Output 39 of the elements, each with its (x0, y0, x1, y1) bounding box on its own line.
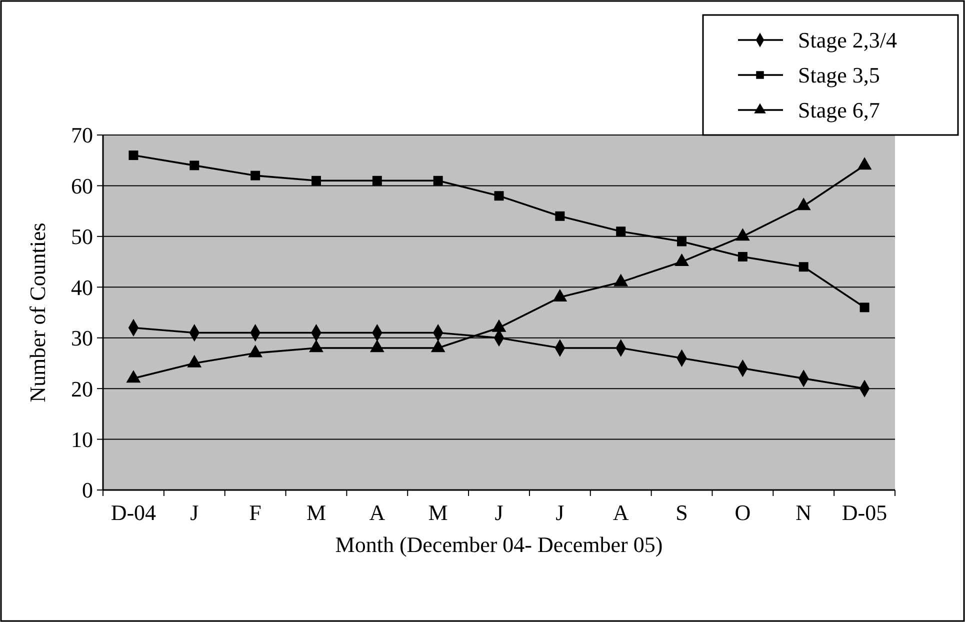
legend-label: Stage 6,7 (798, 98, 880, 123)
x-tick-label: J (190, 500, 200, 525)
x-tick-label: A (612, 500, 629, 525)
x-tick-label: D-05 (842, 500, 888, 525)
point (433, 176, 443, 186)
y-tick-label: 60 (71, 173, 93, 198)
point (128, 150, 138, 160)
y-tick-label: 70 (71, 122, 93, 148)
x-tick-label: M (428, 500, 448, 525)
x-tick-label: S (676, 500, 688, 525)
y-tick-label: 50 (71, 224, 93, 250)
y-tick-label: 20 (71, 376, 93, 402)
point (494, 191, 504, 201)
legend-label: Stage 3,5 (798, 62, 880, 88)
y-tick-label: 10 (71, 426, 93, 452)
y-axis-title: Number of Counties (25, 222, 50, 402)
x-tick-label: N (796, 500, 812, 525)
x-axis-title: Month (December 04- December 05) (335, 532, 663, 557)
point (250, 170, 260, 180)
point (860, 302, 870, 312)
x-tick-label: M (306, 500, 326, 525)
x-tick-label: D-04 (110, 500, 156, 525)
point (372, 176, 382, 186)
x-tick-label: J (556, 500, 565, 525)
legend-label: Stage 2,3/4 (798, 28, 897, 53)
x-tick-label: A (369, 500, 386, 525)
point (798, 262, 808, 272)
point (738, 252, 748, 262)
x-tick-label: F (249, 500, 262, 525)
point (555, 211, 565, 221)
y-tick-label: 30 (71, 326, 93, 351)
point (616, 226, 626, 236)
y-tick-label: 0 (82, 478, 93, 503)
x-tick-label: J (494, 500, 504, 525)
point (677, 236, 687, 246)
y-tick-label: 40 (71, 274, 93, 300)
x-tick-label: O (734, 500, 751, 525)
point (311, 176, 321, 186)
point (190, 160, 200, 170)
